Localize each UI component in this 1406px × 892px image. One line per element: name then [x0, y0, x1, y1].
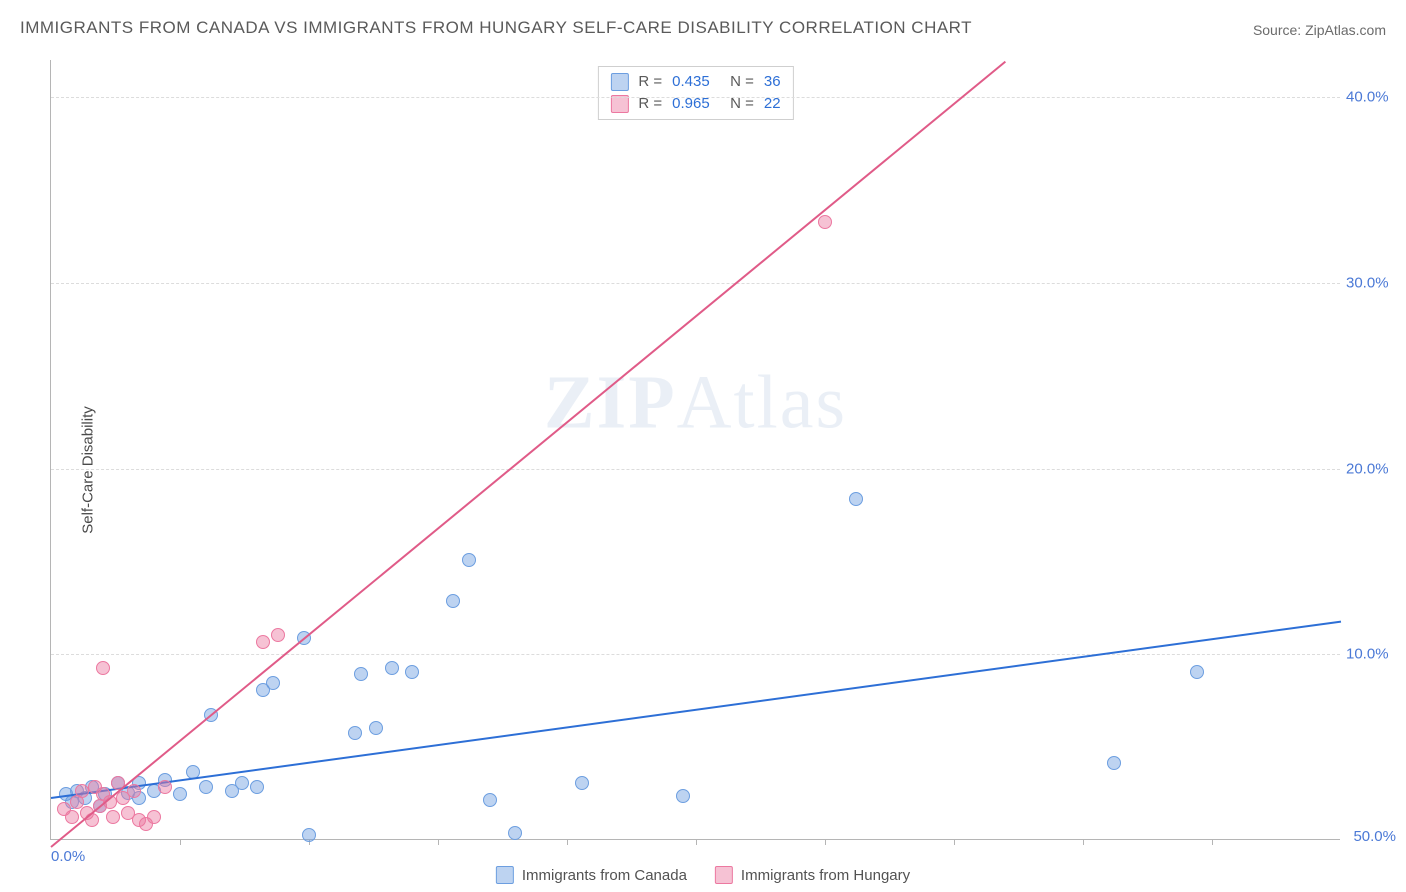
- y-tick-label: 40.0%: [1346, 89, 1398, 106]
- scatter-point: [676, 789, 690, 803]
- scatter-point: [1107, 756, 1121, 770]
- x-tick-label: 0.0%: [51, 848, 85, 865]
- scatter-point: [271, 628, 285, 642]
- x-tick: [180, 839, 181, 845]
- scatter-point: [127, 784, 141, 798]
- scatter-point: [462, 553, 476, 567]
- legend-series-name: Immigrants from Hungary: [741, 867, 910, 884]
- legend-series-name: Immigrants from Canada: [522, 867, 687, 884]
- scatter-point: [96, 661, 110, 675]
- scatter-point: [147, 810, 161, 824]
- scatter-point: [483, 793, 497, 807]
- scatter-point: [385, 661, 399, 675]
- legend-item: Immigrants from Hungary: [715, 866, 910, 884]
- x-tick: [1083, 839, 1084, 845]
- scatter-point: [1190, 665, 1204, 679]
- watermark-atlas: Atlas: [677, 360, 847, 444]
- scatter-point: [369, 721, 383, 735]
- legend-swatch: [715, 866, 733, 884]
- scatter-point: [354, 667, 368, 681]
- chart-container: Self-Care Disability ZIPAtlas R =0.435N …: [0, 48, 1406, 892]
- legend-item: Immigrants from Canada: [496, 866, 687, 884]
- scatter-point: [235, 776, 249, 790]
- y-tick-label: 30.0%: [1346, 274, 1398, 291]
- chart-title: IMMIGRANTS FROM CANADA VS IMMIGRANTS FRO…: [20, 18, 972, 38]
- scatter-point: [446, 594, 460, 608]
- legend-r-label: R =: [638, 71, 662, 93]
- gridline: [51, 654, 1340, 655]
- scatter-point: [575, 776, 589, 790]
- gridline: [51, 469, 1340, 470]
- regression-line: [51, 621, 1341, 799]
- scatter-point: [106, 810, 120, 824]
- scatter-point: [818, 215, 832, 229]
- y-tick-label: 10.0%: [1346, 646, 1398, 663]
- gridline: [51, 283, 1340, 284]
- source-attribution: Source: ZipAtlas.com: [1253, 22, 1386, 38]
- legend-r-value: 0.435: [672, 71, 720, 93]
- scatter-point: [256, 635, 270, 649]
- x-tick: [825, 839, 826, 845]
- scatter-point: [302, 828, 316, 842]
- x-tick: [438, 839, 439, 845]
- legend-n-label: N =: [730, 71, 754, 93]
- x-tick: [696, 839, 697, 845]
- scatter-point: [849, 492, 863, 506]
- scatter-point: [199, 780, 213, 794]
- legend-swatch: [610, 73, 628, 91]
- legend-n-value: 36: [764, 71, 781, 93]
- x-tick: [567, 839, 568, 845]
- x-tick: [954, 839, 955, 845]
- legend-row: R = 0.435 N = 36: [610, 71, 780, 93]
- x-tick-label: 50.0%: [1353, 828, 1396, 845]
- scatter-point: [266, 676, 280, 690]
- scatter-point: [65, 810, 79, 824]
- series-legend: Immigrants from Canada Immigrants from Hu…: [496, 866, 910, 884]
- scatter-point: [508, 826, 522, 840]
- scatter-point: [75, 784, 89, 798]
- regression-line: [50, 60, 1006, 847]
- scatter-point: [405, 665, 419, 679]
- watermark-zip: ZIP: [544, 360, 677, 444]
- correlation-legend: R =0.435N =36R =0.965N =22: [597, 66, 793, 120]
- gridline: [51, 97, 1340, 98]
- y-tick-label: 20.0%: [1346, 460, 1398, 477]
- scatter-point: [173, 787, 187, 801]
- legend-swatch: [496, 866, 514, 884]
- x-tick: [1212, 839, 1213, 845]
- plot-area: ZIPAtlas R =0.435N =36R =0.965N =22 10.0…: [50, 60, 1340, 840]
- scatter-point: [158, 780, 172, 794]
- scatter-point: [348, 726, 362, 740]
- scatter-point: [250, 780, 264, 794]
